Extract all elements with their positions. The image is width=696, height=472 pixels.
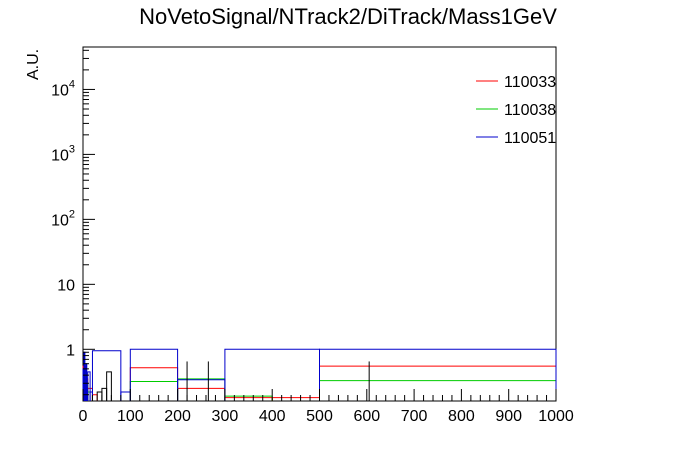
x-tick-label: 500 (306, 408, 333, 425)
x-axis: 0 100 200 300 400 500 600 700 800 900 1000 (79, 389, 574, 425)
histogram-bin (87, 371, 91, 401)
histogram-bin (120, 391, 131, 401)
x-tick-label: 700 (401, 408, 428, 425)
histogram-bin (177, 387, 226, 401)
histogram-bin (177, 379, 226, 401)
histogram-bin (91, 350, 122, 401)
x-tick-label: 100 (117, 408, 144, 425)
histogram-bin (96, 391, 103, 401)
histogram-bin (129, 348, 179, 401)
y-tick-label: 102 (51, 208, 75, 229)
histogram-bin (101, 387, 108, 401)
x-tick-label: 900 (495, 408, 522, 425)
x-tick-label: 0 (79, 408, 88, 425)
chart-title: NoVetoSignal/NTrack2/DiTrack/Mass1GeV (139, 4, 557, 29)
histogram-bin (177, 378, 226, 401)
x-tick-label: 600 (353, 408, 380, 425)
y-tick-label: 103 (51, 143, 75, 164)
histogram-bin (129, 367, 179, 401)
histogram-bin (129, 380, 179, 401)
series-extra-3 (96, 361, 370, 401)
y-tick-label: 1 (66, 342, 75, 359)
legend-label: 110038 (504, 102, 556, 119)
y-axis-title: A.U. (25, 49, 42, 80)
x-tick-label: 300 (212, 408, 239, 425)
legend-label: 110033 (504, 74, 556, 91)
histogram-bin (224, 395, 273, 401)
x-tick-label: 200 (164, 408, 191, 425)
y-axis: 1 10 102 103 104 (51, 49, 95, 396)
x-tick-label: 800 (448, 408, 475, 425)
histogram-bin (319, 365, 557, 401)
legend-label: 110051 (504, 130, 556, 147)
histogram-bin (106, 371, 112, 401)
legend: 110033 110038 110051 (476, 74, 556, 147)
y-tick-label: 104 (51, 78, 75, 99)
plot-frame (82, 46, 557, 402)
x-tick-label: 400 (259, 408, 286, 425)
histogram-bin (319, 348, 557, 401)
histogram-bin (91, 394, 98, 401)
y-tick-label: 10 (57, 277, 75, 294)
histogram-bin (319, 380, 557, 401)
x-tick-label: 1000 (538, 408, 574, 425)
